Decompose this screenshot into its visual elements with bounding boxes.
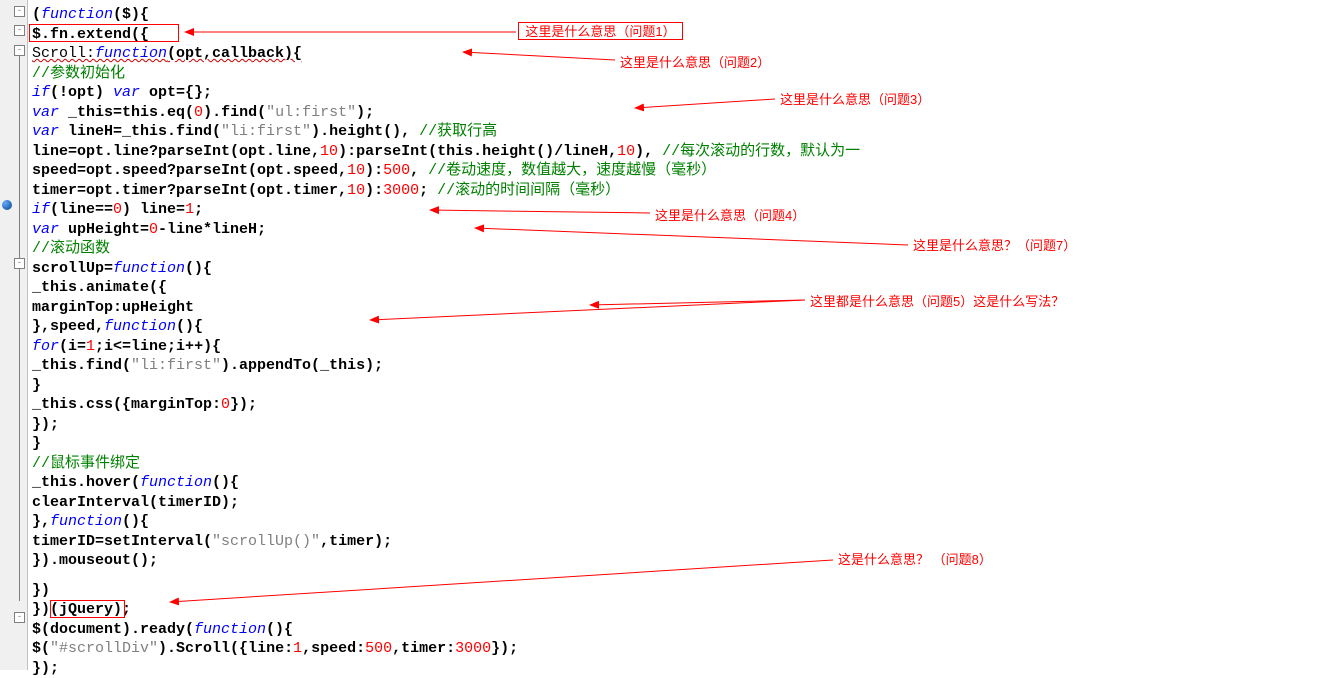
fold-marker[interactable]: -: [14, 6, 25, 17]
annotation-q8: 这是什么意思？ （问题8）: [838, 552, 992, 569]
fold-marker[interactable]: -: [14, 612, 25, 623]
highlight-box: [29, 24, 179, 42]
code-line: _this.find("li:first").appendTo(_this);: [32, 356, 860, 376]
code-line: },speed,function(){: [32, 317, 860, 337]
code-line: }).mouseout();: [32, 551, 860, 571]
fold-marker[interactable]: -: [14, 258, 25, 269]
annotation-q4: 这里是什么意思（问题4）: [655, 208, 805, 225]
code-line: (function($){: [32, 5, 860, 25]
code-line: },function(){: [32, 512, 860, 532]
annotation-q3: 这里是什么意思（问题3）: [780, 92, 930, 109]
code-line: marginTop:upHeight: [32, 298, 860, 318]
highlight-box: [50, 600, 125, 618]
code-line: line=opt.line?parseInt(opt.line,10):pars…: [32, 142, 860, 162]
fold-marker[interactable]: -: [14, 25, 25, 36]
code-line: _this.css({marginTop:0});: [32, 395, 860, 415]
code-line: });: [32, 415, 860, 435]
breakpoint-icon[interactable]: [2, 200, 12, 210]
annotation-q1: 这里是什么意思（问题1）: [518, 22, 683, 40]
code-line: $("#scrollDiv").Scroll({line:1,speed:500…: [32, 639, 860, 659]
code-line: clearInterval(timerID);: [32, 493, 860, 513]
code-line: for(i=1;i<=line;i++){: [32, 337, 860, 357]
code-line: }: [32, 376, 860, 396]
code-line: _this.hover(function(){: [32, 473, 860, 493]
code-editor-content[interactable]: (function($){ $.fn.extend({ Scroll:funct…: [32, 5, 860, 678]
annotation-q7: 这里是什么意思？（问题7）: [913, 238, 1076, 255]
code-line: }: [32, 434, 860, 454]
code-line: speed=opt.speed?parseInt(opt.speed,10):5…: [32, 161, 860, 181]
code-line: //鼠标事件绑定: [32, 454, 860, 474]
code-line: _this.animate({: [32, 278, 860, 298]
fold-marker[interactable]: -: [14, 45, 25, 56]
code-line: var _this=this.eq(0).find("ul:first");: [32, 103, 860, 123]
code-line: timer=opt.timer?parseInt(opt.timer,10):3…: [32, 181, 860, 201]
code-line: });: [32, 659, 860, 678]
code-line: //滚动函数: [32, 239, 860, 259]
code-line: scrollUp=function(){: [32, 259, 860, 279]
code-line: [32, 571, 860, 581]
annotation-q2: 这里是什么意思（问题2）: [620, 55, 770, 72]
code-line: })(jQuery);: [32, 600, 860, 620]
fold-guide: [19, 56, 20, 601]
code-line: timerID=setInterval("scrollUp()",timer);: [32, 532, 860, 552]
editor-gutter: - - - - -: [0, 0, 28, 670]
code-line: var lineH=_this.find("li:first").height(…: [32, 122, 860, 142]
code-line: $(document).ready(function(){: [32, 620, 860, 640]
code-line: if(!opt) var opt={};: [32, 83, 860, 103]
annotation-q5: 这里都是什么意思（问题5）这是什么写法？: [810, 294, 1064, 311]
code-line: }): [32, 581, 860, 601]
